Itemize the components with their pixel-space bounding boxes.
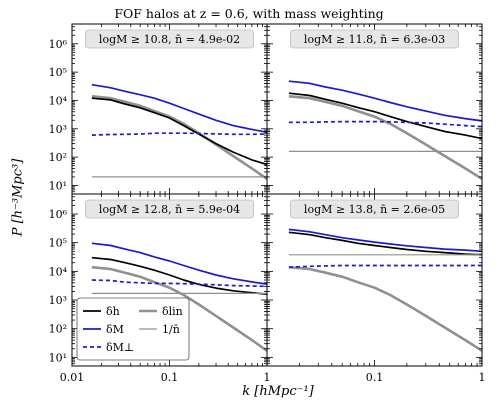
- y-tick-label: 10⁵: [49, 237, 67, 250]
- series-line-top-left-δlin: [91, 95, 267, 180]
- legend-label: δM⊥: [106, 341, 134, 354]
- series-line-top-right-δlin: [288, 95, 482, 181]
- y-tick-label: 10⁵: [49, 66, 67, 79]
- panel-frame: [266, 193, 483, 367]
- annotation-box: [85, 199, 254, 219]
- series-line-top-right-δM⊥: [288, 120, 482, 128]
- annotation-box: [290, 199, 459, 219]
- y-tick-label: 10⁴: [49, 94, 68, 107]
- y-tick-label: 10⁶: [49, 38, 68, 51]
- x-tick-label: 1: [479, 371, 486, 384]
- y-tick-label: 10¹: [49, 351, 67, 364]
- series-line-bottom-right-δM⊥: [288, 264, 482, 269]
- panel-annotation: logM ≥ 10.8, n̄ = 4.9e-02: [99, 33, 240, 46]
- series-line-bottom-left-δlin: [91, 265, 267, 352]
- legend-label: δh: [106, 305, 120, 318]
- panel-bottom-left: 10¹ 10² 10³ 10⁴ 10⁵ 10⁶ 0.01 0.1 1 logM ≥ 12.8, n…: [49, 193, 271, 384]
- legend: δh δlin δM 1/n̄ δM⊥: [76, 297, 190, 361]
- series-line-bottom-right-δh: [288, 231, 482, 256]
- series-line-top-right-δM: [288, 80, 482, 122]
- series-line-bottom-left-δM⊥: [91, 279, 267, 288]
- panel-bottom-right: 0.1 1 logM ≥ 13.8, n̄ = 2.6e-05: [266, 193, 486, 384]
- y-tick-label: 10³: [49, 123, 67, 136]
- panel-top-left: 10¹ 10² 10³ 10⁴ 10⁵ 10⁶ logM ≥ 10.8, n̄ = 4.9e…: [49, 23, 268, 195]
- x-axis-label: k [hMpc⁻¹]: [242, 384, 314, 399]
- legend-label: δM: [106, 323, 124, 336]
- x-tick-label: 0.1: [366, 371, 384, 384]
- panel-frame: [71, 23, 268, 195]
- series-line-bottom-right-δlin: [288, 265, 482, 352]
- panel-frame: [266, 23, 483, 195]
- panel-annotation: logM ≥ 11.8, n̄ = 6.3e-03: [304, 33, 445, 46]
- series-line-bottom-left-δM: [91, 242, 267, 285]
- x-tick-label: 0.01: [60, 371, 85, 384]
- y-tick-label: 10⁶: [49, 208, 68, 221]
- series-line-top-left-δM⊥: [91, 132, 267, 136]
- series-line-top-left-δM: [91, 83, 267, 134]
- y-tick-label: 10¹: [49, 179, 67, 192]
- series-line-bottom-right-δM: [288, 228, 482, 253]
- y-tick-label: 10³: [49, 294, 67, 307]
- legend-box: [76, 297, 190, 361]
- annotation-box: [85, 29, 254, 49]
- series-line-top-left-δh: [91, 97, 267, 166]
- x-tick-label: 1: [264, 371, 271, 384]
- series-line-bottom-left-δh: [91, 256, 267, 296]
- annotation-box: [290, 29, 459, 49]
- legend-label: δlin: [162, 305, 183, 318]
- series-line-top-right-δh: [288, 92, 482, 140]
- y-tick-label: 10²: [49, 151, 67, 164]
- panel-annotation: logM ≥ 12.8, n̄ = 5.9e-04: [99, 203, 240, 216]
- panel-top-right: logM ≥ 11.8, n̄ = 6.3e-03: [266, 23, 483, 195]
- legend-label: 1/n̄: [162, 323, 180, 336]
- panel-annotation: logM ≥ 13.8, n̄ = 2.6e-05: [304, 203, 445, 216]
- y-tick-label: 10⁴: [49, 265, 68, 278]
- y-tick-label: 10²: [49, 323, 67, 336]
- figure-title: FOF halos at z = 0.6, with mass weightin…: [114, 6, 384, 21]
- x-tick-label: 0.1: [161, 371, 179, 384]
